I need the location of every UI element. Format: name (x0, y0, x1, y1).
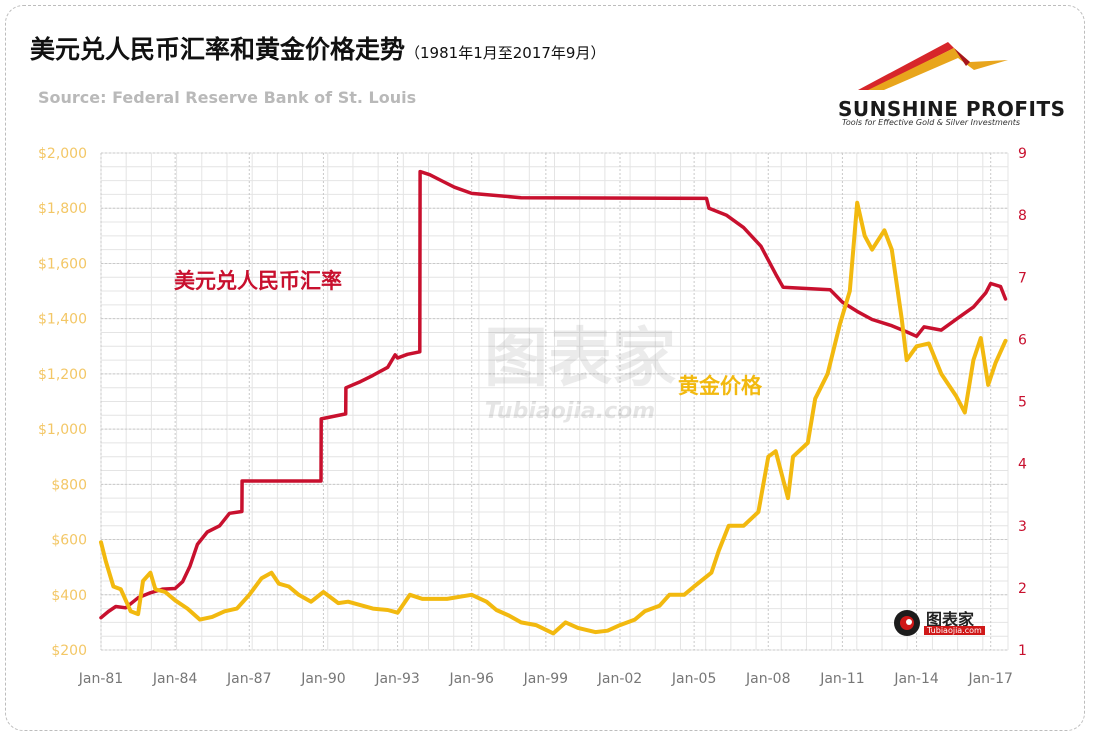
left-axis-tick-label: $600 (51, 533, 87, 549)
usdcny-series-label: 美元兑人民币汇率 (174, 269, 342, 293)
right-axis-tick-label: 4 (1018, 457, 1027, 473)
corner-logo-url: Tubiaojia.com (924, 626, 985, 635)
title-main: 美元兑人民币汇率和黄金价格走势 (30, 35, 406, 64)
x-axis-tick-label: Jan-90 (300, 671, 345, 687)
gold-price-line (99, 200, 1008, 636)
x-axis-tick-label: Jan-99 (523, 671, 568, 687)
brand-tagline: Tools for Effective Gold & Silver Invest… (842, 118, 1021, 127)
x-axis-tick-label: Jan-14 (893, 671, 939, 687)
right-axis-tick-label: 8 (1018, 208, 1027, 224)
corner-logo-text: 图表家 (926, 610, 975, 629)
gold-series-label: 黄金价格 (678, 374, 763, 398)
x-axis-tick-label: Jan-17 (967, 671, 1012, 687)
usdcny-line (99, 169, 1008, 620)
x-axis-tick-label: Jan-81 (78, 671, 123, 687)
right-axis-tick-label: 1 (1018, 643, 1027, 659)
x-axis-tick-label: Jan-05 (671, 671, 716, 687)
title-subtitle: （1981年1月至2017年9月） (405, 44, 606, 62)
left-axis-tick-label: $200 (51, 643, 87, 659)
left-axis-tick-label: $1,400 (38, 312, 87, 328)
right-axis-tick-label: 3 (1018, 519, 1027, 535)
corner-logo: 图表家 Tubiaojia.com (890, 608, 985, 642)
right-axis-tick-label: 5 (1018, 395, 1027, 411)
right-axis-tick-label: 6 (1018, 332, 1027, 348)
x-axis-tick-label: Jan-84 (152, 671, 198, 687)
left-axis-tick-label: $800 (51, 477, 87, 493)
x-axis-tick-label: Jan-11 (819, 671, 864, 687)
right-axis-tick-label: 7 (1018, 270, 1027, 286)
x-axis-tick-label: Jan-08 (745, 671, 790, 687)
left-axis-tick-label: $1,000 (38, 422, 87, 438)
left-axis-tick-label: $400 (51, 588, 87, 604)
chart-frame (5, 5, 1085, 731)
x-axis-tick-label: Jan-87 (226, 671, 271, 687)
x-axis-tick-label: Jan-93 (374, 671, 419, 687)
watermark-text: 图表家 (484, 322, 676, 396)
left-axis-tick-label: $1,800 (38, 201, 87, 217)
right-axis-tick-label: 9 (1018, 146, 1027, 162)
chart-title: 美元兑人民币汇率和黄金价格走势（1981年1月至2017年9月） (30, 30, 605, 66)
right-axis-tick-label: 2 (1018, 581, 1027, 597)
sunshine-logo-icon (858, 42, 1008, 90)
left-axis-tick-label: $2,000 (38, 146, 87, 162)
brand-name: SUNSHINE PROFITS (838, 97, 1066, 121)
watermark-url: Tubiaojia.com (485, 399, 655, 424)
left-axis-tick-label: $1,600 (38, 256, 87, 272)
x-axis-tick-label: Jan-96 (448, 671, 494, 687)
x-axis-tick-label: Jan-02 (597, 671, 642, 687)
source-note: Source: Federal Reserve Bank of St. Loui… (38, 88, 417, 107)
mascot-icon (894, 610, 920, 636)
left-axis-tick-label: $1,200 (38, 367, 87, 383)
